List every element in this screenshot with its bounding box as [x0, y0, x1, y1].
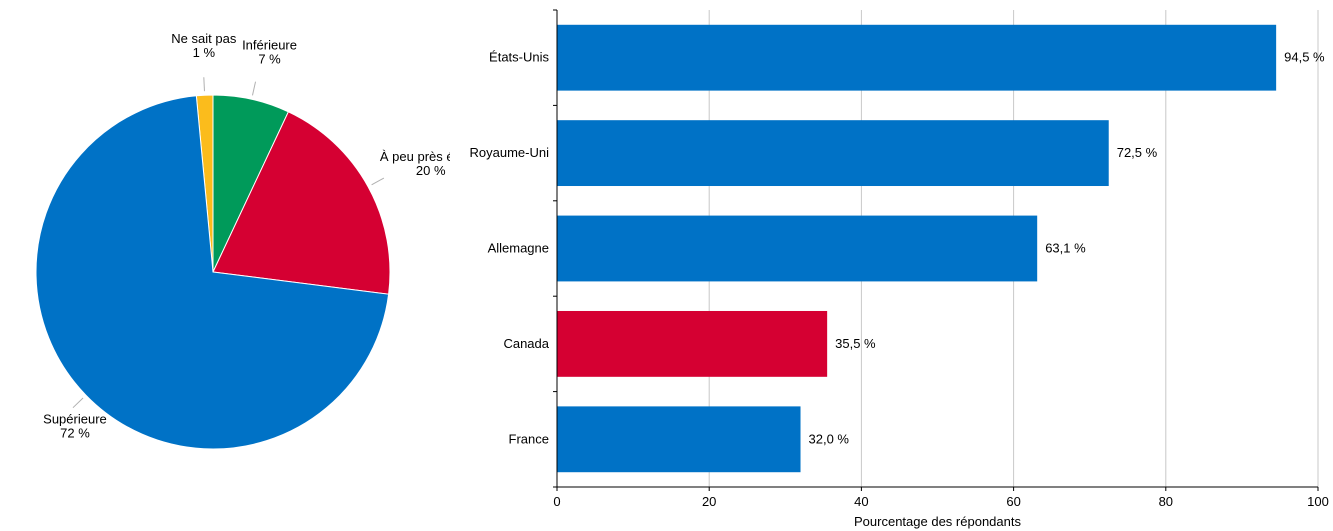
pie-leader-line [371, 177, 385, 186]
category-label: Royaume-Uni [470, 145, 550, 160]
data-label: 63,1 % [1045, 241, 1086, 256]
category-label: Allemagne [488, 241, 549, 256]
pie-leader-line [203, 77, 205, 92]
data-label: 94,5 % [1284, 50, 1325, 65]
x-tick-label: 100 [1307, 494, 1329, 509]
pie-label-value: 7 % [258, 52, 281, 67]
bar [557, 310, 828, 377]
pie-label-name: Ne sait pas [171, 31, 237, 46]
bar [557, 406, 801, 473]
pie-label-value: 20 % [416, 163, 446, 178]
pie-label-value: 72 % [60, 426, 90, 441]
x-tick-label: 20 [702, 494, 716, 509]
x-tick-label: 0 [553, 494, 560, 509]
category-label: Canada [503, 336, 549, 351]
x-tick-label: 40 [854, 494, 868, 509]
pie-leader-line [72, 397, 84, 409]
pie-label-name: À peu près égale [380, 149, 450, 164]
data-label: 72,5 % [1117, 145, 1158, 160]
bar [557, 24, 1277, 91]
x-axis-title: Pourcentage des répondants [854, 514, 1021, 529]
pie-leader-line [251, 81, 257, 96]
category-label: France [509, 431, 549, 446]
pie-slice [35, 95, 390, 450]
pie-slice [212, 111, 391, 295]
bar [557, 120, 1109, 187]
bar-chart: États-Unis 94,5 % Royaume-Uni 72,5 % Allemag… [470, 9, 1329, 529]
pie-label-name: Inférieure [242, 38, 297, 53]
bar [557, 215, 1038, 282]
x-tick-label: 80 [1159, 494, 1173, 509]
pie-label: À peu près égale20 % [380, 149, 450, 178]
data-label: 32,0 % [809, 431, 850, 446]
category-label: États-Unis [489, 50, 549, 65]
pie-label-value: 1 % [193, 45, 216, 60]
pie-label-name: Supérieure [43, 412, 107, 427]
x-tick-label: 60 [1006, 494, 1020, 509]
data-label: 35,5 % [835, 336, 876, 351]
pie-label: Ne sait pas 1 % [171, 31, 237, 60]
pie-label: Supérieure 72 % [43, 412, 107, 441]
pie-label: Inférieure 7 % [242, 38, 297, 67]
